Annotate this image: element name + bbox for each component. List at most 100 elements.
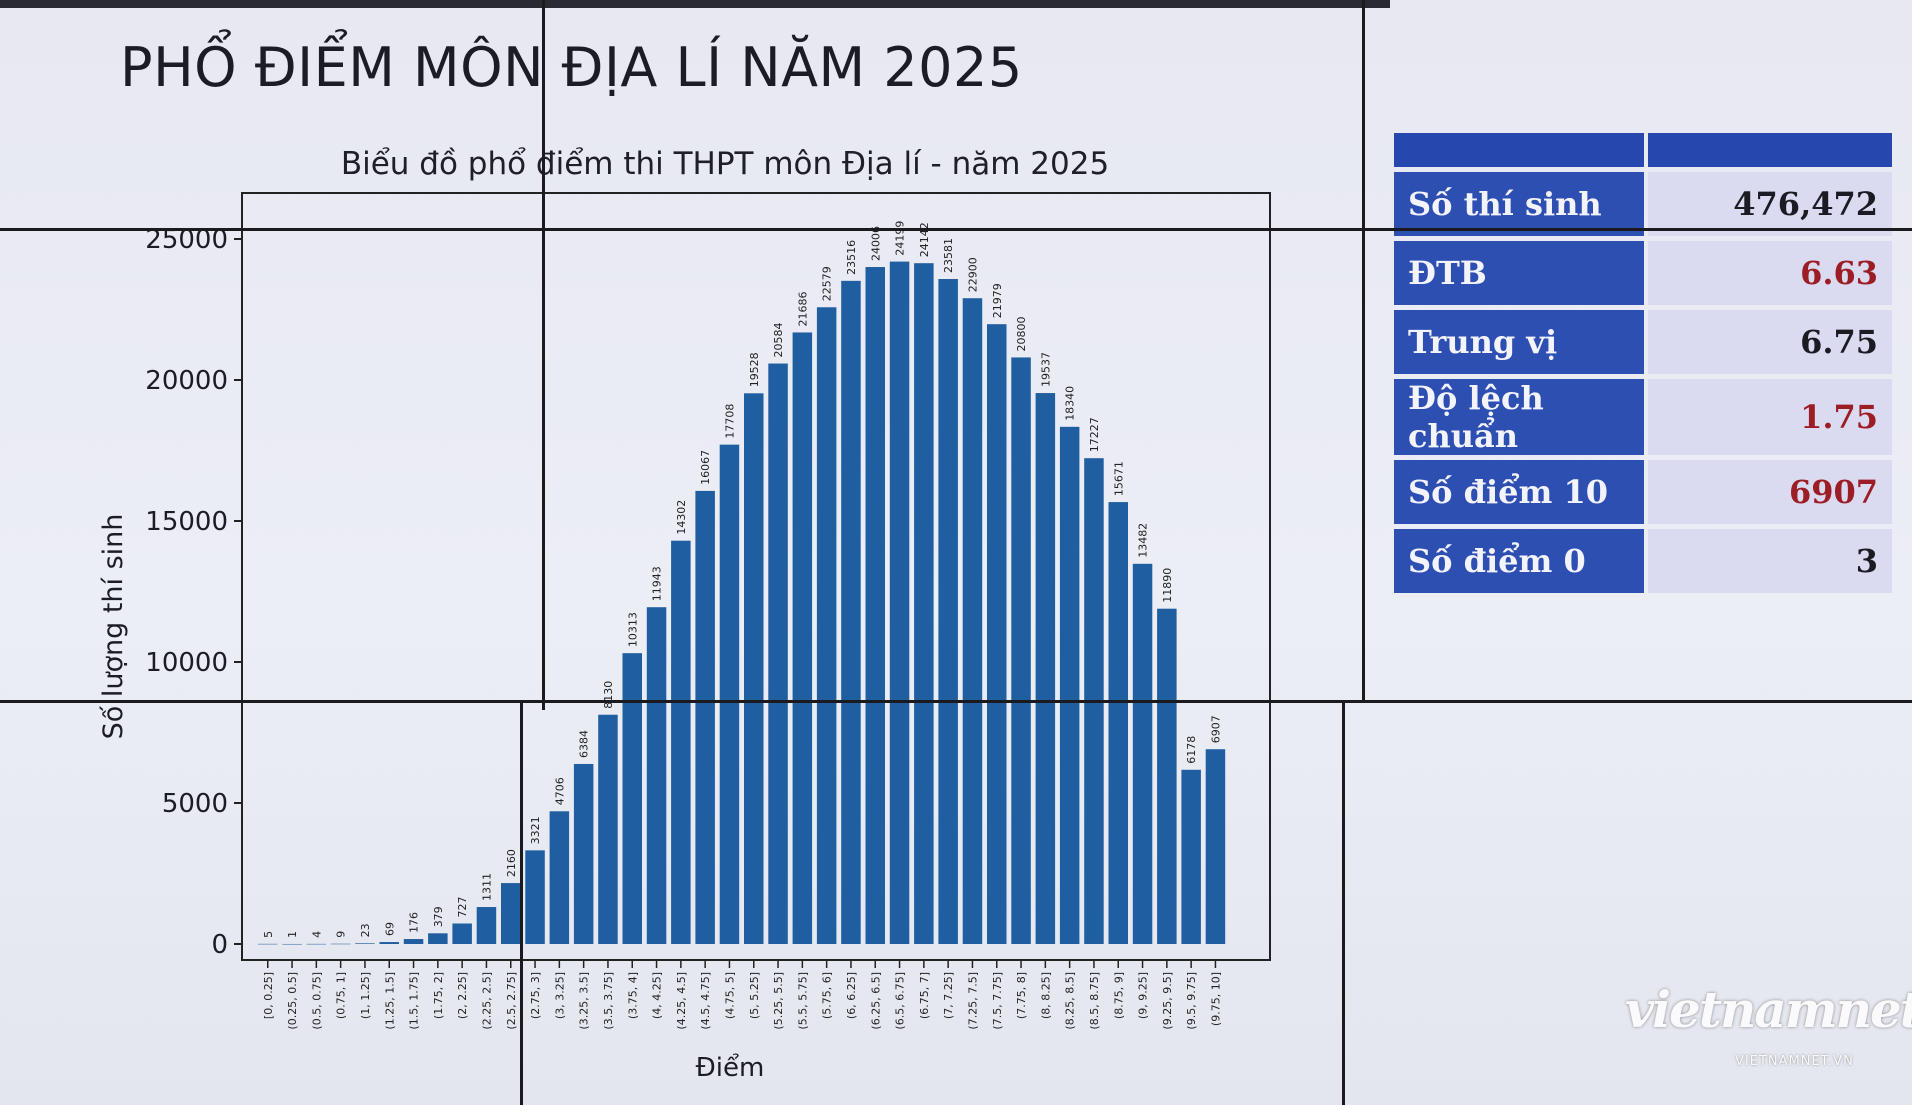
- bar-value-label: 24199: [894, 221, 907, 256]
- stats-value-score-0: 3: [1648, 529, 1892, 593]
- vietnamnet-url: VIETNAMNET.VN: [1735, 1054, 1854, 1069]
- stats-label-score-10: Số điểm 10: [1394, 460, 1644, 524]
- bar: [914, 263, 934, 945]
- x-tick-label: (9.75, 10]: [1209, 972, 1222, 1026]
- x-tick-label: (8.75, 9]: [1112, 972, 1125, 1019]
- bar-value-label: 18340: [1064, 386, 1077, 421]
- stats-header-cell-left: [1394, 133, 1644, 167]
- bar: [962, 298, 983, 945]
- stats-label-score-0: Số điểm 0: [1394, 529, 1644, 593]
- x-tick-label: (5.5, 5.75]: [796, 972, 809, 1030]
- bar-value-label: 13482: [1137, 523, 1150, 558]
- stats-value-mean: 6.63: [1648, 241, 1892, 305]
- bar: [1108, 502, 1128, 944]
- screen-seam-horizontal-bottom: [0, 700, 1912, 703]
- bar-value-label: 17227: [1088, 417, 1101, 452]
- x-tick-label: (2.25, 2.5]: [480, 972, 493, 1030]
- x-tick-label: (1.25, 1.5]: [383, 972, 396, 1030]
- stats-row: Trung vị 6.75: [1394, 310, 1892, 374]
- bar-value-label: 23581: [942, 238, 955, 273]
- top-dark-strip: [0, 0, 1390, 8]
- stats-row: Số điểm 0 3: [1394, 529, 1892, 593]
- x-tick-label: (3, 3.25]: [553, 972, 566, 1019]
- stats-row: Số điểm 10 6907: [1394, 460, 1892, 524]
- x-tick-label: (5.25, 5.5]: [772, 972, 785, 1030]
- x-tick-label: (0.5, 0.75]: [310, 972, 323, 1030]
- bar: [428, 933, 448, 944]
- screen-seam-vertical-right: [1362, 0, 1365, 700]
- x-tick-label: (2, 2.25]: [456, 972, 469, 1019]
- bar: [671, 540, 691, 944]
- stats-header-row: [1394, 133, 1892, 167]
- stats-label-median: Trung vị: [1394, 310, 1644, 374]
- bar: [938, 279, 958, 944]
- stats-value-median: 6.75: [1648, 310, 1892, 374]
- x-tick-label: (4.5, 4.75]: [699, 972, 712, 1030]
- stats-label-stddev: Độ lệch chuẩn: [1394, 379, 1644, 455]
- bar: [719, 444, 740, 944]
- x-tick-label: (0.25, 0.5]: [286, 972, 299, 1030]
- bar: [695, 490, 715, 944]
- bar: [1059, 426, 1080, 944]
- bar-value-label: 24006: [869, 226, 882, 261]
- bar-value-label: 22579: [821, 266, 834, 301]
- bar-value-label: 19537: [1039, 352, 1052, 387]
- x-tick-label: (8.5, 8.75]: [1088, 972, 1101, 1030]
- bar: [452, 923, 472, 944]
- y-tick-label: 0: [211, 930, 228, 960]
- bar: [792, 332, 813, 944]
- stats-value-stddev: 1.75: [1648, 379, 1892, 455]
- bar: [476, 907, 497, 944]
- bar-value-label: 176: [408, 912, 421, 933]
- bar-value-label: 69: [383, 922, 396, 936]
- x-tick-label: (1.75, 2]: [432, 972, 445, 1019]
- bar-value-label: 5: [262, 931, 275, 938]
- x-tick-label: (5.75, 6]: [821, 972, 834, 1019]
- bar-value-label: 20584: [772, 323, 785, 358]
- stats-header-cell-right: [1648, 133, 1892, 167]
- bar-value-label: 1311: [480, 873, 493, 901]
- bar: [501, 883, 521, 944]
- stats-label-total: Số thí sinh: [1394, 172, 1644, 236]
- x-tick-label: (6.5, 6.75]: [894, 972, 907, 1030]
- x-tick-label: (6.25, 6.5]: [869, 972, 882, 1030]
- bar: [330, 943, 351, 945]
- bar-value-label: 9: [335, 931, 348, 938]
- bar: [258, 943, 278, 945]
- bar: [1157, 608, 1177, 944]
- stats-table: Số thí sinh 476,472 ĐTB 6.63 Trung vị 6.…: [1390, 128, 1896, 598]
- bar-value-label: 3321: [529, 816, 542, 844]
- x-tick-label: (4.75, 5]: [723, 972, 736, 1019]
- bar-value-label: 1: [286, 931, 299, 938]
- bar-value-label: 22900: [966, 257, 979, 292]
- screen-seam-vertical-left: [542, 0, 545, 710]
- bar: [525, 850, 545, 944]
- x-tick-label: (3.25, 3.5]: [578, 972, 591, 1030]
- x-tick-label: (1.5, 1.75]: [408, 972, 421, 1030]
- plot-frame: [241, 192, 1271, 961]
- bar: [573, 763, 594, 944]
- bar-value-label: 8130: [602, 681, 615, 709]
- bar: [549, 811, 570, 944]
- bar-value-label: 379: [432, 906, 445, 927]
- bar: [1181, 769, 1201, 944]
- stats-row: ĐTB 6.63: [1394, 241, 1892, 305]
- bar-value-label: 4: [310, 931, 323, 938]
- bar: [841, 280, 861, 945]
- bar-value-label: 15671: [1112, 461, 1125, 496]
- bar-value-label: 19528: [748, 352, 761, 387]
- bar-value-label: 21979: [991, 283, 1004, 318]
- bar: [1205, 749, 1226, 944]
- bar-value-label: 6907: [1209, 715, 1222, 743]
- screen-seam-vertical-left-lower: [520, 700, 523, 1105]
- bar-value-label: 2160: [505, 849, 518, 877]
- stats-row: Số thí sinh 476,472: [1394, 172, 1892, 236]
- bar-value-label: 6178: [1185, 736, 1198, 764]
- x-tick-label: (9.25, 9.5]: [1161, 972, 1174, 1030]
- x-tick-label: (6.75, 7]: [918, 972, 931, 1019]
- bar-value-label: 23: [359, 923, 372, 937]
- bar: [744, 393, 764, 944]
- bar: [1132, 563, 1153, 944]
- bar-value-label: 23516: [845, 240, 858, 275]
